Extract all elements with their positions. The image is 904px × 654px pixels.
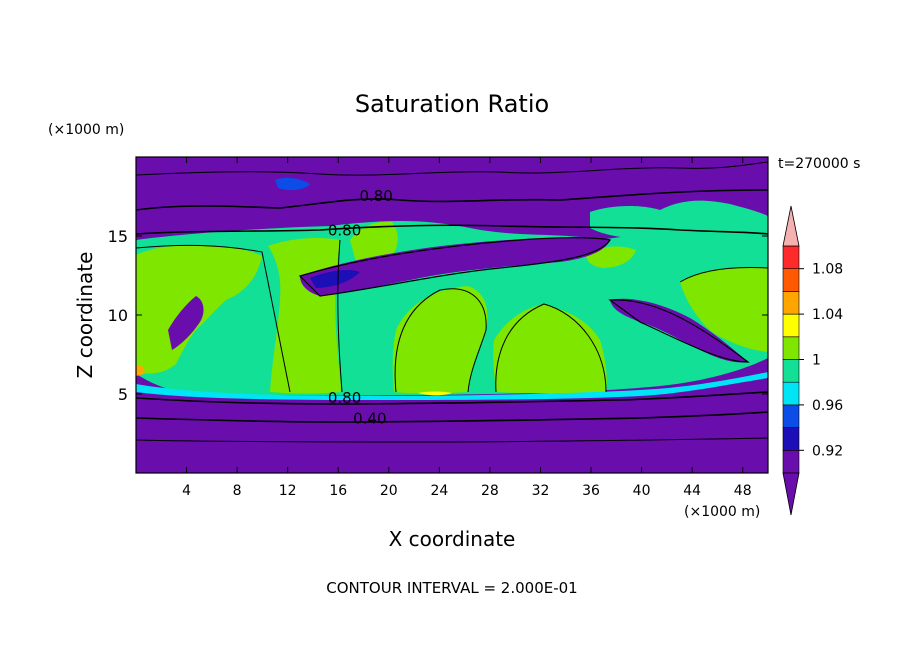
field-region-green-right1 <box>493 304 607 394</box>
field-region-green-mid1 <box>268 238 342 394</box>
x-tick-label: 16 <box>329 483 347 499</box>
contour-line-0.80-top <box>136 189 768 211</box>
y-tick-label: 10 <box>108 306 128 325</box>
x-unit-label: (×1000 m) <box>684 504 760 520</box>
x-tick-label: 4 <box>182 483 191 499</box>
field-region-green-top <box>586 246 636 268</box>
colorbar-label: 0.96 <box>812 398 843 414</box>
contour-label: 0.80 <box>359 187 392 205</box>
x-tick-label: 8 <box>233 483 242 499</box>
x-tick-label: 44 <box>683 483 701 499</box>
y-tick-label: 5 <box>118 385 128 404</box>
field-region-orange-spot <box>136 365 145 376</box>
x-tick-label: 12 <box>279 483 297 499</box>
field-region-yellow-spot <box>418 391 452 396</box>
x-tick-label: 36 <box>582 483 600 499</box>
colorbar-swatch <box>782 359 800 383</box>
x-tick-label: 40 <box>633 483 651 499</box>
contour-line-mid-4 <box>495 303 607 393</box>
time-label: t=270000 s <box>778 156 860 172</box>
colorbar: 0.92 0.96 1 1.04 1.08 <box>782 205 843 516</box>
contour-line-0.40 <box>136 411 768 423</box>
colorbar-over-arrow <box>782 205 800 247</box>
contour-label: 0.80 <box>328 389 361 407</box>
field-region-dry-tongue-right <box>610 298 748 363</box>
colorbar-under-arrow <box>782 472 800 516</box>
colorbar-swatch <box>782 291 800 315</box>
colorbar-swatch <box>782 268 800 292</box>
chart-title: Saturation Ratio <box>355 90 549 118</box>
contour-line-dry-tongue <box>298 237 611 297</box>
colorbar-swatch <box>782 381 800 406</box>
y-tick-label: 15 <box>108 227 128 246</box>
contour-line-0.80-upper <box>136 224 768 235</box>
colorbar-swatch <box>782 404 800 428</box>
x-tick-label: 24 <box>430 483 448 499</box>
y-unit-label: (×1000 m) <box>48 122 124 138</box>
y-axis-label: Z coordinate <box>73 252 97 379</box>
colorbar-label: 0.92 <box>812 443 843 459</box>
plot-area: 0.800.800.800.40 4 8 12 16 20 24 28 32 36 40 44 48 … <box>108 156 769 499</box>
contour-line-mid-3 <box>394 288 487 393</box>
contour-label: 0.80 <box>328 222 361 240</box>
contour-label: 0.40 <box>353 410 386 428</box>
colorbar-label: 1.04 <box>812 307 843 323</box>
colorbar-swatch <box>782 427 800 451</box>
contour-line-mid-5 <box>679 267 768 283</box>
field-region-cyan-fringe <box>136 372 768 400</box>
field-region-blue-fringe <box>275 177 310 191</box>
x-axis-label: X coordinate <box>389 527 516 551</box>
colorbar-swatch <box>782 449 800 474</box>
colorbar-label: 1.08 <box>812 262 843 278</box>
x-tick-label: 32 <box>532 483 550 499</box>
contour-line-mid-2 <box>337 239 343 393</box>
field-region-green-mid3 <box>392 286 488 394</box>
contour-interval-footer: CONTOUR INTERVAL = 2.000E-01 <box>326 579 577 597</box>
contour-line-0.20 <box>136 437 768 443</box>
contour-line-near-top <box>136 161 768 176</box>
field-region-green-right2 <box>680 267 768 352</box>
colorbar-label: 1 <box>812 353 821 369</box>
x-tick-label: 20 <box>380 483 398 499</box>
colorbar-swatch <box>782 336 800 360</box>
contour-line-dry-tongue-right <box>608 299 750 363</box>
contour-line-0.80-lower <box>136 391 768 405</box>
field-region-dry-tongue-left <box>168 296 204 350</box>
x-tick-label: 48 <box>734 483 752 499</box>
field-region-dry-tongue-center <box>300 237 610 296</box>
colorbar-swatch <box>782 313 800 338</box>
field-region-navy-fringe <box>310 270 360 288</box>
contour-line-mid-1 <box>136 244 291 393</box>
x-tick-label: 28 <box>481 483 499 499</box>
colorbar-swatch <box>782 245 800 270</box>
